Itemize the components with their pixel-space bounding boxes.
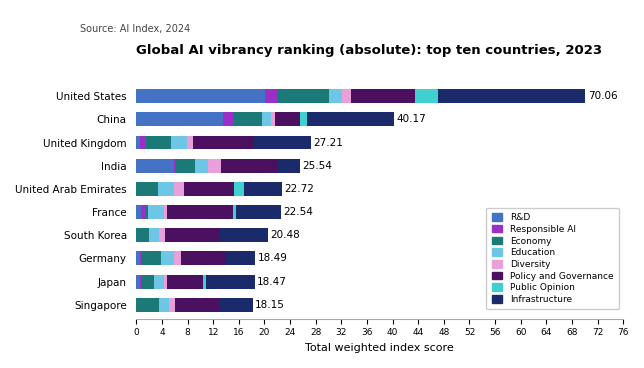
Bar bbox=[137, 112, 223, 126]
Bar bbox=[233, 205, 236, 219]
Bar bbox=[164, 205, 167, 219]
Bar bbox=[137, 135, 140, 149]
Bar bbox=[262, 112, 272, 126]
X-axis label: Total weighted index score: Total weighted index score bbox=[305, 343, 454, 353]
Bar bbox=[223, 112, 233, 126]
Bar bbox=[272, 112, 275, 126]
Bar bbox=[147, 205, 164, 219]
Bar bbox=[176, 159, 195, 173]
Bar bbox=[140, 251, 142, 265]
Bar bbox=[206, 275, 254, 289]
Text: 27.21: 27.21 bbox=[313, 138, 343, 148]
Bar bbox=[351, 89, 415, 103]
Bar bbox=[159, 298, 169, 312]
Bar bbox=[181, 251, 226, 265]
Bar bbox=[187, 135, 193, 149]
Bar bbox=[254, 135, 310, 149]
Bar bbox=[175, 159, 176, 173]
Text: 22.72: 22.72 bbox=[285, 184, 314, 194]
Bar bbox=[307, 112, 393, 126]
Text: 70.06: 70.06 bbox=[588, 91, 618, 101]
Bar bbox=[226, 251, 255, 265]
Bar bbox=[142, 251, 162, 265]
Bar bbox=[149, 228, 159, 242]
Bar bbox=[203, 275, 206, 289]
Bar bbox=[220, 228, 267, 242]
Bar bbox=[137, 182, 158, 196]
Bar bbox=[167, 205, 233, 219]
Bar bbox=[193, 135, 254, 149]
Bar bbox=[164, 275, 167, 289]
Bar bbox=[158, 182, 175, 196]
Bar bbox=[137, 89, 265, 103]
Bar bbox=[171, 135, 187, 149]
Text: Global AI vibrancy ranking (absolute): top ten countries, 2023: Global AI vibrancy ranking (absolute): t… bbox=[137, 45, 603, 57]
Bar bbox=[278, 89, 328, 103]
Bar bbox=[175, 298, 220, 312]
Legend: R&D, Responsible AI, Economy, Education, Diversity, Policy and Governance, Publi: R&D, Responsible AI, Economy, Education,… bbox=[486, 208, 619, 309]
Bar bbox=[184, 182, 234, 196]
Bar bbox=[167, 275, 203, 289]
Bar bbox=[140, 135, 146, 149]
Bar bbox=[165, 228, 220, 242]
Bar bbox=[159, 228, 165, 242]
Bar bbox=[341, 89, 351, 103]
Bar bbox=[438, 89, 585, 103]
Text: 40.17: 40.17 bbox=[396, 114, 426, 124]
Bar bbox=[142, 205, 145, 219]
Bar bbox=[137, 205, 142, 219]
Bar bbox=[137, 228, 149, 242]
Bar bbox=[137, 298, 159, 312]
Bar bbox=[169, 298, 175, 312]
Text: 18.49: 18.49 bbox=[258, 254, 287, 263]
Bar bbox=[140, 275, 142, 289]
Text: Source: AI Index, 2024: Source: AI Index, 2024 bbox=[80, 24, 191, 34]
Bar bbox=[415, 89, 438, 103]
Bar bbox=[221, 159, 278, 173]
Bar bbox=[137, 275, 140, 289]
Bar bbox=[145, 205, 147, 219]
Bar bbox=[146, 135, 171, 149]
Text: 22.54: 22.54 bbox=[283, 207, 313, 217]
Bar bbox=[162, 251, 175, 265]
Bar bbox=[137, 251, 140, 265]
Text: 25.54: 25.54 bbox=[303, 161, 332, 171]
Bar bbox=[236, 205, 281, 219]
Bar bbox=[233, 112, 262, 126]
Bar bbox=[300, 112, 307, 126]
Bar bbox=[208, 159, 221, 173]
Bar bbox=[244, 182, 282, 196]
Bar bbox=[137, 159, 175, 173]
Bar bbox=[275, 112, 300, 126]
Bar bbox=[155, 275, 164, 289]
Bar bbox=[220, 298, 252, 312]
Bar bbox=[265, 89, 278, 103]
Text: 18.15: 18.15 bbox=[255, 300, 285, 310]
Bar bbox=[234, 182, 244, 196]
Bar bbox=[195, 159, 208, 173]
Bar bbox=[175, 182, 184, 196]
Text: 20.48: 20.48 bbox=[270, 230, 300, 240]
Bar bbox=[328, 89, 341, 103]
Bar bbox=[142, 275, 155, 289]
Bar bbox=[175, 251, 181, 265]
Bar bbox=[278, 159, 300, 173]
Text: 18.47: 18.47 bbox=[257, 277, 287, 287]
